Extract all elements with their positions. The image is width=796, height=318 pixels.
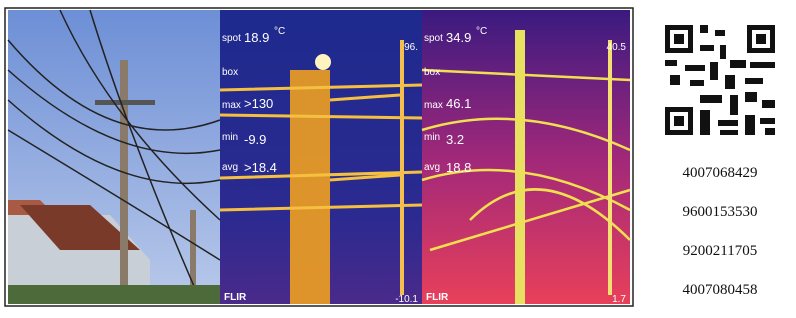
scale-bottom: -10.1 [395, 294, 418, 305]
value: 3.2 [446, 132, 464, 147]
scale-top: 40.5 [607, 42, 627, 53]
thermal-image-right [422, 10, 630, 304]
value: >130 [244, 96, 273, 111]
thermal-image-left [220, 10, 422, 304]
phone-number: 9600153530 [683, 204, 758, 220]
value: 18.9 [244, 30, 269, 45]
brand: FLIR [224, 292, 247, 303]
label: max [222, 100, 241, 111]
label: box [222, 67, 238, 78]
brand: FLIR [426, 292, 449, 303]
value: >18.4 [244, 160, 277, 175]
label: spot [424, 33, 443, 44]
label: max [424, 100, 443, 111]
value: 34.9 [446, 30, 471, 45]
label: spot [222, 33, 241, 44]
qr-code [665, 25, 775, 135]
phone-number: 4007080458 [683, 282, 758, 298]
unit: °C [476, 26, 487, 37]
label: avg [424, 162, 440, 173]
label: min [424, 132, 440, 143]
unit: °C [274, 26, 285, 37]
label: min [222, 132, 238, 143]
phone-number: 4007068429 [683, 165, 758, 181]
phone-number: 9200211705 [683, 243, 757, 259]
photo [8, 10, 220, 304]
label: avg [222, 162, 238, 173]
value: -9.9 [244, 132, 266, 147]
screenshot: spot18.9°C96.boxmax>130min-9.9avg>18.4FL… [0, 0, 796, 318]
value: 18.8 [446, 160, 471, 175]
label: box [424, 67, 440, 78]
value: 46.1 [446, 96, 471, 111]
scale-bottom: 1.7 [612, 294, 626, 305]
scale-top: 96. [404, 42, 418, 53]
